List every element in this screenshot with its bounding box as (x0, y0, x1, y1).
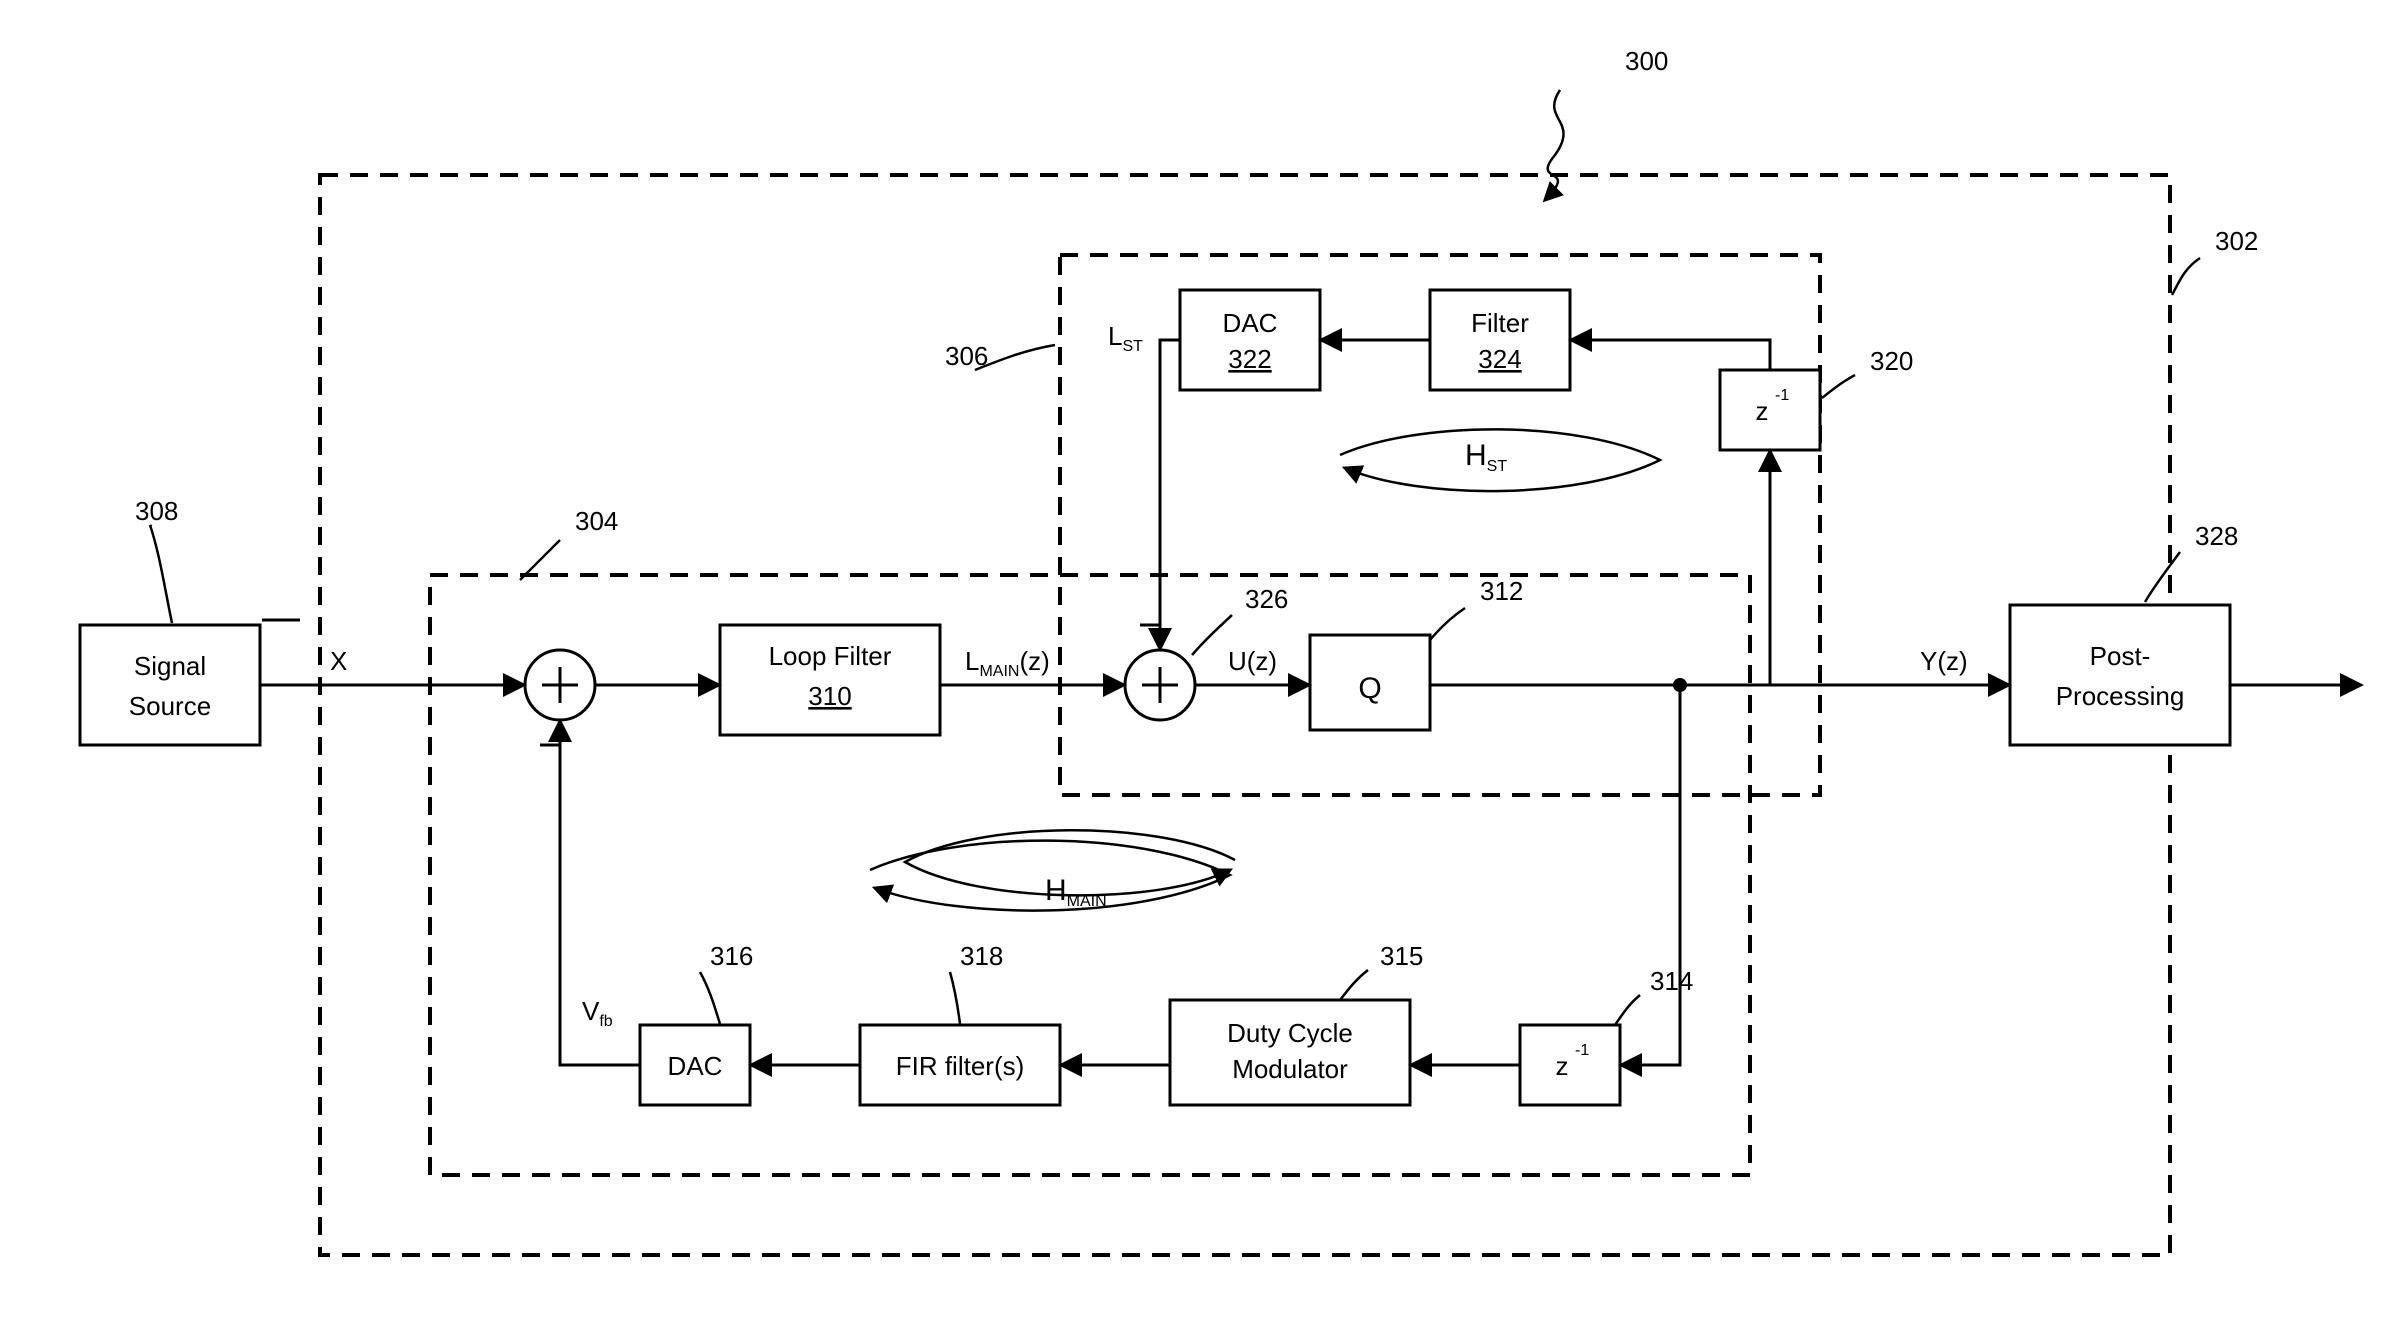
svg-text:Loop Filter: Loop Filter (769, 641, 892, 671)
ref-300: 300 (1625, 46, 1668, 76)
quantizer-block: Q (1310, 635, 1430, 730)
svg-text:Signal: Signal (134, 651, 206, 681)
signal-u: U(z) (1228, 646, 1277, 676)
svg-text:FIR filter(s): FIR filter(s) (896, 1051, 1025, 1081)
filter-st-block: Filter 324 (1430, 290, 1570, 390)
signal-source-block-fixed: Signal Source (80, 625, 260, 745)
signal-x: X (330, 646, 347, 676)
ref-320-leader (1822, 375, 1855, 398)
delay-main-block: z -1 (1520, 1025, 1620, 1105)
ref-302: 302 (2215, 226, 2258, 256)
fir-filter-block: FIR filter(s) (860, 1025, 1060, 1105)
svg-text:Modulator: Modulator (1232, 1054, 1348, 1084)
delay-st-block: z -1 (1720, 370, 1820, 450)
svg-text:Filter: Filter (1471, 308, 1529, 338)
svg-text:-1: -1 (1775, 387, 1789, 404)
svg-text:DAC: DAC (1223, 308, 1278, 338)
svg-text:324: 324 (1478, 344, 1521, 374)
ref-300-squiggle (1545, 90, 1564, 200)
svg-text:z: z (1556, 1051, 1569, 1081)
ref-326: 326 (1245, 584, 1288, 614)
ref-328-leader (2145, 552, 2180, 602)
svg-text:322: 322 (1228, 344, 1271, 374)
loop-filter-block: Loop Filter 310 (720, 625, 940, 735)
svg-text:Post-: Post- (2090, 641, 2151, 671)
signal-hst: HST (1465, 439, 1507, 475)
ref-316-leader (700, 972, 720, 1024)
signal-lmain: LMAIN(z) (965, 646, 1050, 680)
ref-314-leader (1615, 995, 1640, 1025)
ref-315-leader (1340, 970, 1368, 1000)
signal-y: Y(z) (1920, 646, 1968, 676)
ref-316: 316 (710, 941, 753, 971)
ref-314: 314 (1650, 966, 1693, 996)
ref-306: 306 (945, 341, 988, 371)
block-diagram: Signal Source Post- Processing Loop Filt… (0, 0, 2405, 1340)
ref-312-leader (1430, 608, 1465, 640)
svg-text:Processing: Processing (2056, 681, 2185, 711)
svg-text:Q: Q (1358, 672, 1381, 705)
ref-308: 308 (135, 496, 178, 526)
dac-feedback-block: DAC (640, 1025, 750, 1105)
post-processing-block: Post- Processing (2010, 605, 2230, 745)
svg-text:Source: Source (129, 691, 211, 721)
signal-lst: LST (1108, 321, 1143, 355)
ref-328: 328 (2195, 521, 2238, 551)
signal-hmain: HMAIN (1045, 874, 1107, 910)
ref-304: 304 (575, 506, 618, 536)
svg-text:Duty Cycle: Duty Cycle (1227, 1018, 1353, 1048)
wire-tap-to-zmain (1622, 685, 1680, 1065)
ref-318: 318 (960, 941, 1003, 971)
svg-text:z: z (1756, 396, 1769, 426)
ref-318-leader (950, 972, 960, 1024)
duty-cycle-modulator-block: Duty Cycle Modulator (1170, 1000, 1410, 1105)
ref-326-leader (1192, 615, 1232, 655)
signal-vfb: Vfb (582, 996, 613, 1030)
svg-text:DAC: DAC (668, 1051, 723, 1081)
ref-320: 320 (1870, 346, 1913, 376)
ref-302-leader (2172, 258, 2200, 295)
ref-312: 312 (1480, 576, 1523, 606)
wire-zst-to-filter (1572, 340, 1770, 370)
svg-text:-1: -1 (1575, 1042, 1589, 1059)
ref-315: 315 (1380, 941, 1423, 971)
svg-text:310: 310 (808, 681, 851, 711)
dac-st-block: DAC 322 (1180, 290, 1320, 390)
wire-dacst-to-summer-st (1160, 340, 1180, 648)
